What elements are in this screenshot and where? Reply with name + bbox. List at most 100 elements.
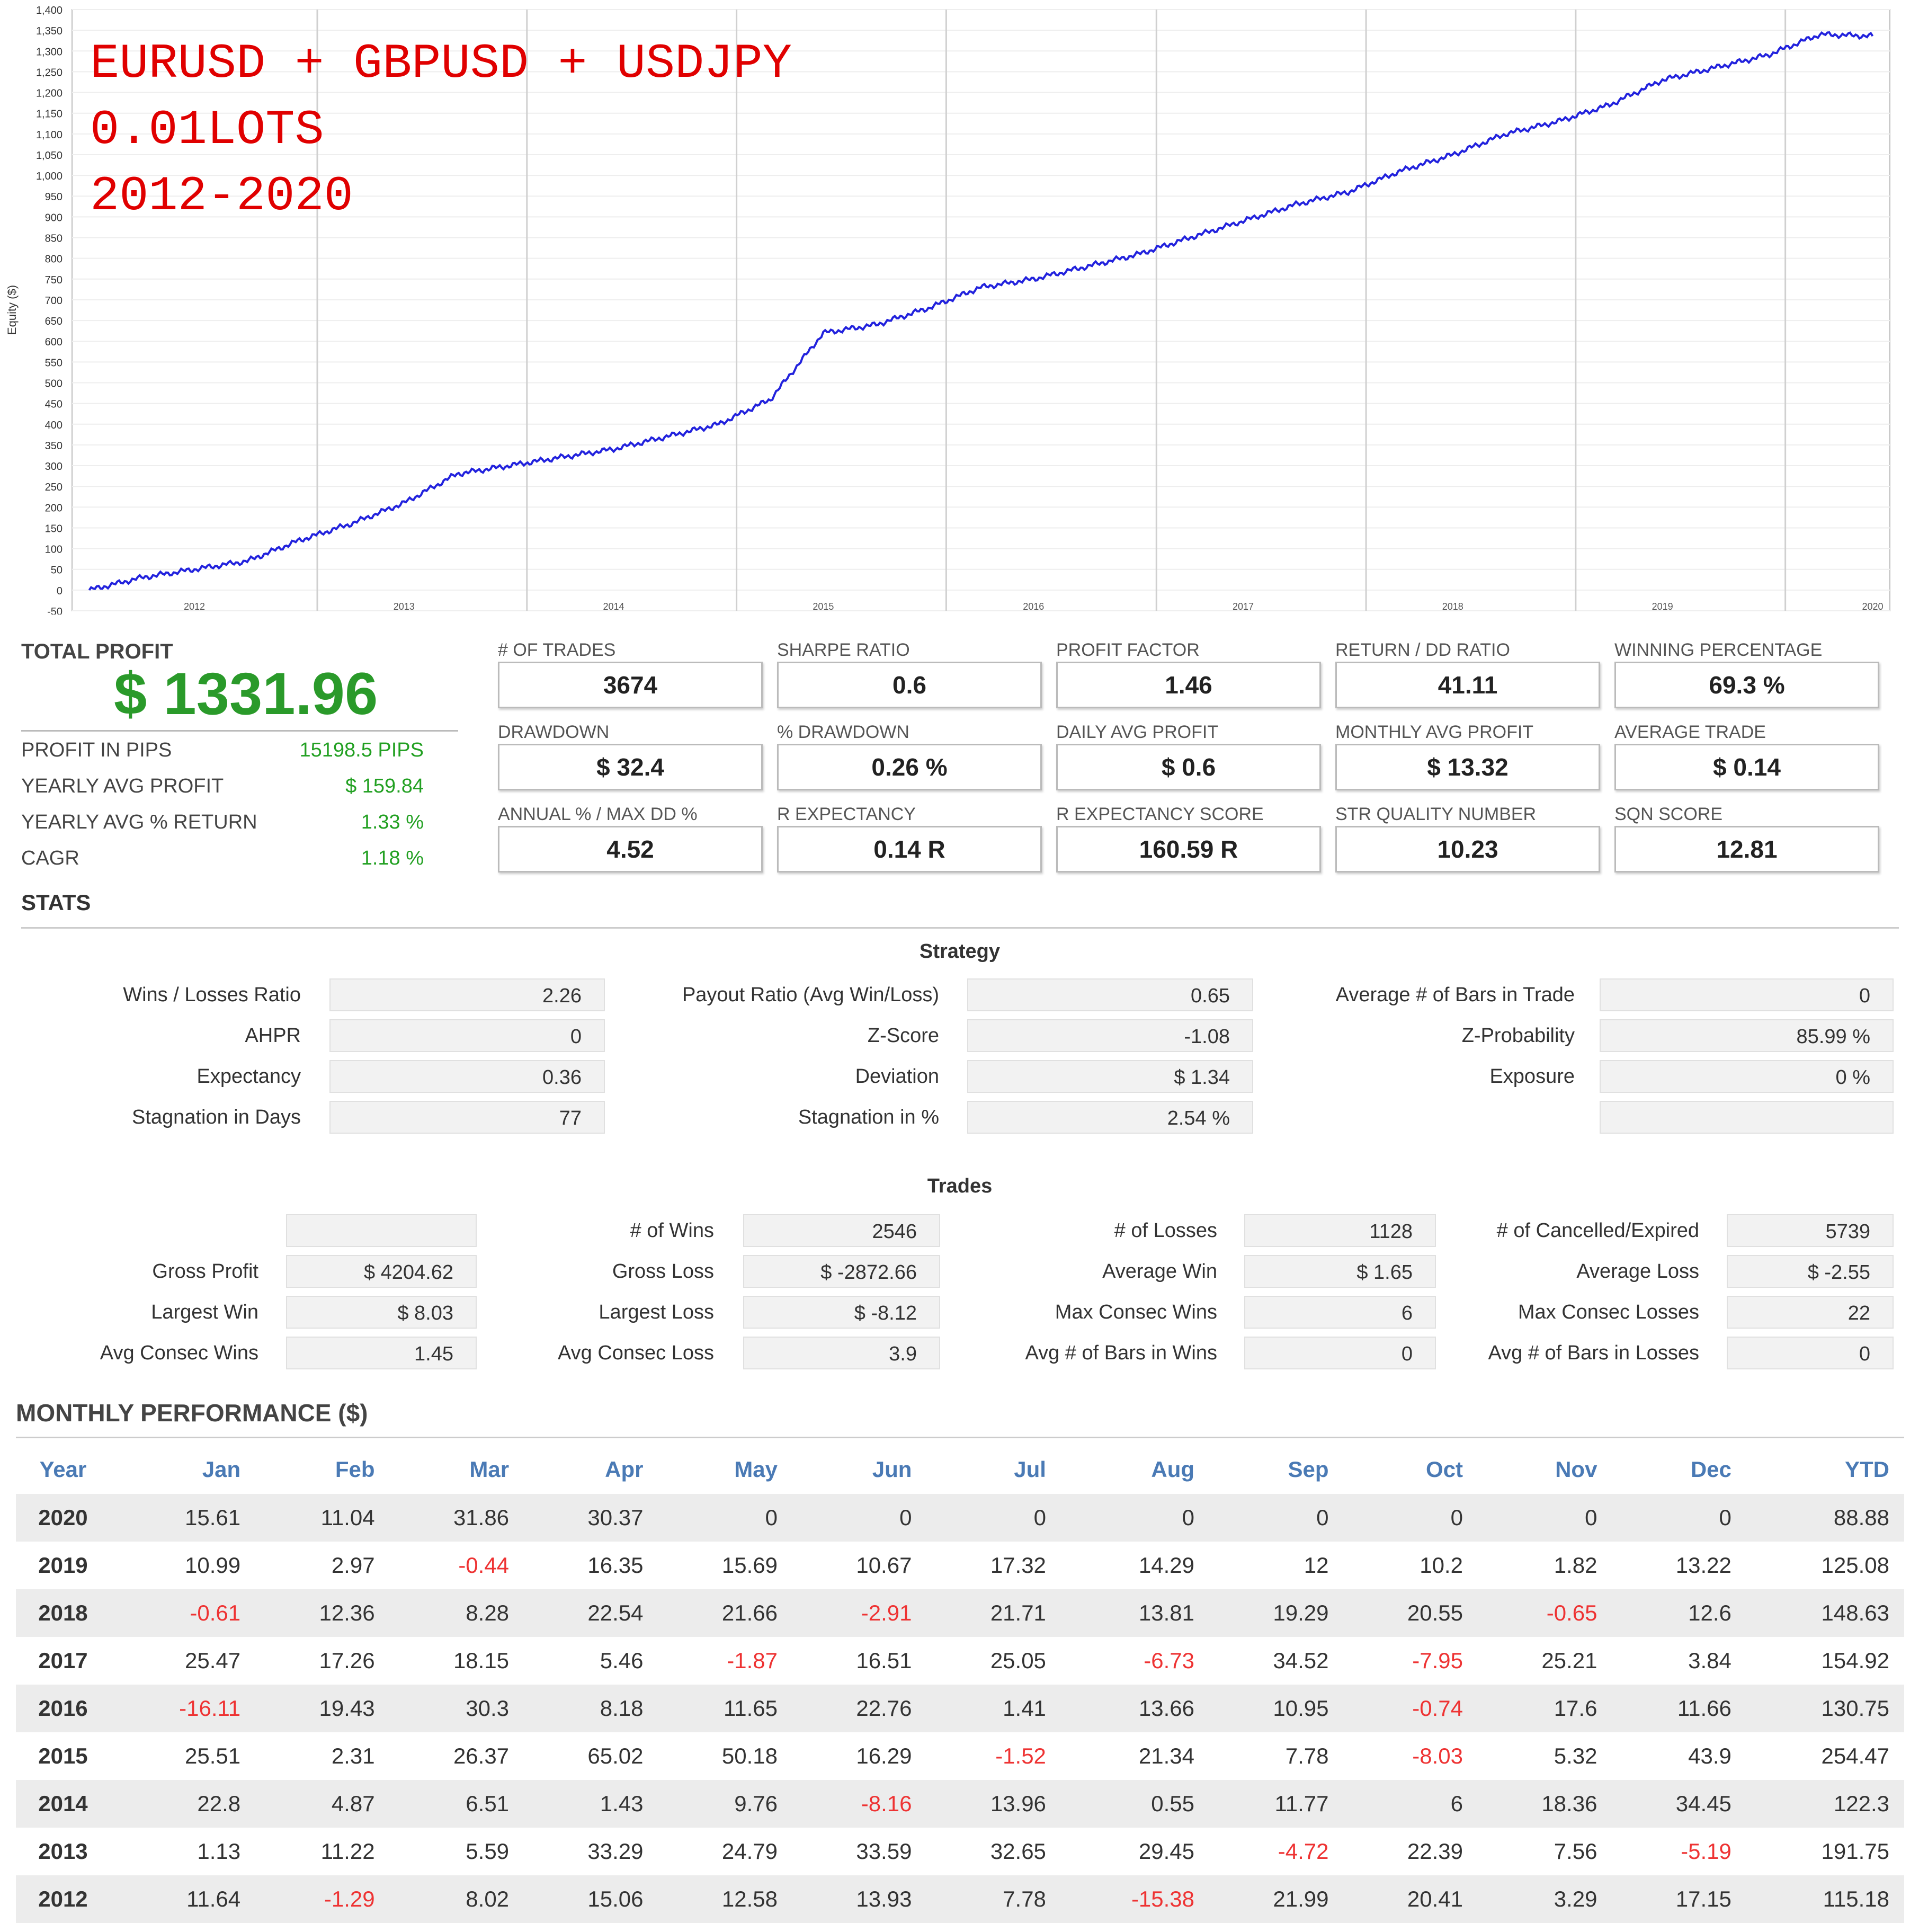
value-cell: 5.32 — [1554, 1743, 1597, 1768]
value-cell: -6.73 — [1144, 1648, 1195, 1673]
value-cell: 17.32 — [990, 1553, 1046, 1578]
metric-annual-maxdd: ANNUAL % / MAX DD % 4.52 — [498, 803, 763, 872]
summary-row-pips: PROFIT IN PIPS 15198.5 PIPS — [21, 739, 424, 765]
stat-value: 22 — [1727, 1296, 1894, 1329]
summary-label: PROFIT IN PIPS — [21, 739, 172, 761]
value-cell: 21.71 — [926, 1589, 1061, 1637]
col-header-feb: Feb — [335, 1457, 375, 1482]
year-cell: 2015 — [38, 1743, 88, 1768]
year-cell: 2013 — [38, 1839, 88, 1864]
value-cell: 30.3 — [389, 1685, 524, 1732]
value-cell: 0 — [1477, 1494, 1612, 1542]
stat-value: $ -2.55 — [1727, 1255, 1894, 1288]
stat-value: 2.54 % — [967, 1101, 1253, 1134]
value-cell: 30.37 — [524, 1494, 658, 1542]
stat-label: Average # of Bars in Trade — [1335, 984, 1575, 1006]
value-cell: 33.59 — [856, 1839, 912, 1864]
metric-average-trade: AVERAGE TRADE $ 0.14 — [1614, 720, 1879, 790]
value-cell: 22.54 — [524, 1589, 658, 1637]
stat-label: Avg # of Bars in Losses — [1488, 1342, 1699, 1364]
monthly-performance-title: MONTHLY PERFORMANCE ($) — [16, 1399, 368, 1427]
y-tick-label: 750 — [45, 274, 63, 286]
value-cell: 17.6 — [1477, 1685, 1612, 1732]
stat-label: # of Losses — [1114, 1219, 1217, 1242]
summary-value: 1.18 % — [361, 847, 424, 869]
value-cell: 5.59 — [466, 1839, 510, 1864]
value-cell: 7.56 — [1554, 1839, 1597, 1864]
value-cell: 12 — [1304, 1553, 1329, 1578]
stat-label: # of Cancelled/Expired — [1496, 1219, 1699, 1242]
metric-r-expectancy: R EXPECTANCY 0.14 R — [777, 803, 1042, 872]
value-cell: 115.18 — [1746, 1875, 1904, 1923]
value-cell: 25.47 — [185, 1648, 241, 1673]
stat-label: # of Wins — [630, 1219, 714, 1242]
value-cell: 17.26 — [319, 1648, 375, 1673]
metric-value: 0.6 — [777, 662, 1042, 708]
y-tick-label: 450 — [45, 399, 63, 411]
year-cell: 2014 — [16, 1780, 110, 1828]
year-cell: 2012 — [16, 1875, 110, 1923]
year-cell: 2019 — [38, 1553, 88, 1578]
y-tick-label: 950 — [45, 191, 63, 203]
stat-value: 1128 — [1244, 1214, 1436, 1247]
stat-value-empty — [1600, 1101, 1894, 1134]
metric-value: 10.23 — [1335, 826, 1600, 872]
value-cell: 9.76 — [658, 1780, 792, 1828]
y-tick-label: 1,250 — [36, 67, 63, 78]
value-cell: 0 — [1612, 1494, 1746, 1542]
value-cell: 6 — [1343, 1780, 1478, 1828]
metric-profit-factor: PROFIT FACTOR 1.46 — [1056, 638, 1321, 708]
stat-value: 0.65 — [967, 978, 1253, 1011]
value-cell: 11.22 — [320, 1839, 375, 1864]
value-cell: 3.84 — [1688, 1648, 1731, 1673]
stat-value: 0 — [1727, 1337, 1894, 1369]
y-tick-label: 900 — [45, 212, 63, 224]
stat-value: $ 1.34 — [967, 1060, 1253, 1093]
stat-label: Gross Loss — [612, 1260, 714, 1283]
metric-label: AVERAGE TRADE — [1614, 722, 1766, 742]
metric-label: ANNUAL % / MAX DD % — [498, 804, 698, 824]
value-cell: 21.66 — [658, 1589, 792, 1637]
value-cell: 191.75 — [1821, 1839, 1889, 1864]
metric-value: 0.26 % — [777, 744, 1042, 790]
y-tick-label: 500 — [45, 378, 63, 389]
value-cell: 10.99 — [185, 1553, 241, 1578]
value-cell: 254.47 — [1821, 1743, 1889, 1768]
year-cell: 2016 — [16, 1685, 110, 1732]
value-cell: 13.93 — [792, 1875, 927, 1923]
value-cell: 130.75 — [1746, 1685, 1904, 1732]
value-cell: 0 — [926, 1494, 1061, 1542]
y-tick-label: 1,000 — [36, 171, 63, 182]
stat-value: 0 — [329, 1019, 605, 1052]
col-header-ytd: YTD — [1845, 1457, 1889, 1482]
equity-chart: -50 0 50 100 150 200 250 300 350 400 450 500 550 600 6… — [5, 5, 1890, 615]
metric-drawdown: DRAWDOWN $ 32.4 — [498, 720, 763, 790]
stat-label: Avg # of Bars in Wins — [1025, 1342, 1217, 1364]
summary-value: 1.33 % — [361, 811, 424, 833]
value-cell: 43.9 — [1688, 1743, 1731, 1768]
y-axis-label: Equity ($) — [5, 285, 19, 335]
col-header-nov: Nov — [1555, 1457, 1597, 1482]
value-cell: -0.61 — [110, 1589, 256, 1637]
value-cell: 0 — [792, 1494, 927, 1542]
metric-label: % DRAWDOWN — [777, 722, 909, 742]
value-cell: 16.51 — [856, 1648, 912, 1673]
value-cell: -0.74 — [1343, 1685, 1478, 1732]
metric-value: $ 13.32 — [1335, 744, 1600, 790]
col-header-jan: Jan — [202, 1457, 241, 1482]
value-cell: 3.29 — [1477, 1875, 1612, 1923]
y-tick-label: 50 — [51, 565, 63, 576]
value-cell: 20.41 — [1343, 1875, 1478, 1923]
value-cell: 22.39 — [1407, 1839, 1463, 1864]
stat-value: $ -8.12 — [743, 1296, 940, 1329]
value-cell: 31.86 — [389, 1494, 524, 1542]
y-tick-label: 650 — [45, 316, 63, 327]
value-cell: 0 — [1343, 1494, 1478, 1542]
value-cell: 25.21 — [1541, 1648, 1597, 1673]
value-cell: 125.08 — [1821, 1553, 1889, 1578]
y-tick-label: 550 — [45, 357, 63, 369]
metric-r-expectancy-score: R EXPECTANCY SCORE 160.59 R — [1056, 803, 1321, 872]
y-tick-label: 200 — [45, 502, 63, 514]
strategy-title: Strategy — [919, 940, 1001, 963]
summary-row-yearly-return: YEARLY AVG % RETURN 1.33 % — [21, 811, 424, 838]
